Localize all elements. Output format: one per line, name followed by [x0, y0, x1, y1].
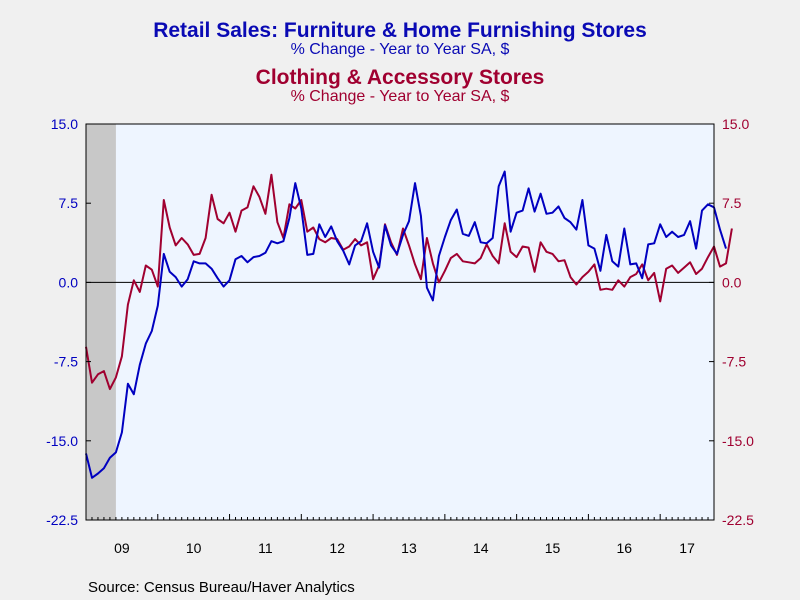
- y-tick-label-right: 7.5: [722, 195, 742, 211]
- x-tick-label: 17: [679, 540, 695, 556]
- y-tick-label-right: 15.0: [722, 116, 749, 132]
- x-tick-label: 13: [401, 540, 417, 556]
- recession-shading: [86, 124, 116, 520]
- y-tick-label-left: 0.0: [59, 274, 79, 290]
- chart-subtitle: % Change - Year to Year SA, $: [290, 41, 510, 58]
- y-tick-label-left: 7.5: [59, 195, 79, 211]
- x-tick-label: 10: [186, 540, 202, 556]
- x-tick-label: 12: [329, 540, 345, 556]
- series-line-furniture: [85, 170, 727, 479]
- y-tick-label-right: -15.0: [722, 433, 754, 449]
- plot-area: [86, 124, 714, 520]
- chart-title-2: Clothing & Accessory Stores: [255, 66, 545, 89]
- y-tick-label-left: 15.0: [51, 116, 78, 132]
- chart-title: Retail Sales: Furniture & Home Furnishin…: [153, 19, 647, 42]
- x-tick-label: 09: [114, 540, 130, 556]
- x-tick-label: 14: [473, 540, 489, 556]
- x-tick-label: 16: [616, 540, 632, 556]
- x-tick-label: 11: [258, 540, 273, 556]
- y-tick-label-left: -7.5: [54, 354, 78, 370]
- y-tick-label-left: -22.5: [46, 512, 78, 528]
- y-tick-label-right: -22.5: [722, 512, 754, 528]
- y-tick-label-right: -7.5: [722, 354, 746, 370]
- x-tick-label: 15: [545, 540, 561, 556]
- source-note: Source: Census Bureau/Haver Analytics: [88, 579, 355, 596]
- series-line-clothing: [85, 173, 733, 391]
- y-tick-label-right: 0.0: [722, 274, 742, 290]
- chart-subtitle-2: % Change - Year to Year SA, $: [290, 88, 510, 105]
- y-tick-label-left: -15.0: [46, 433, 78, 449]
- plot-frame: [85, 123, 715, 521]
